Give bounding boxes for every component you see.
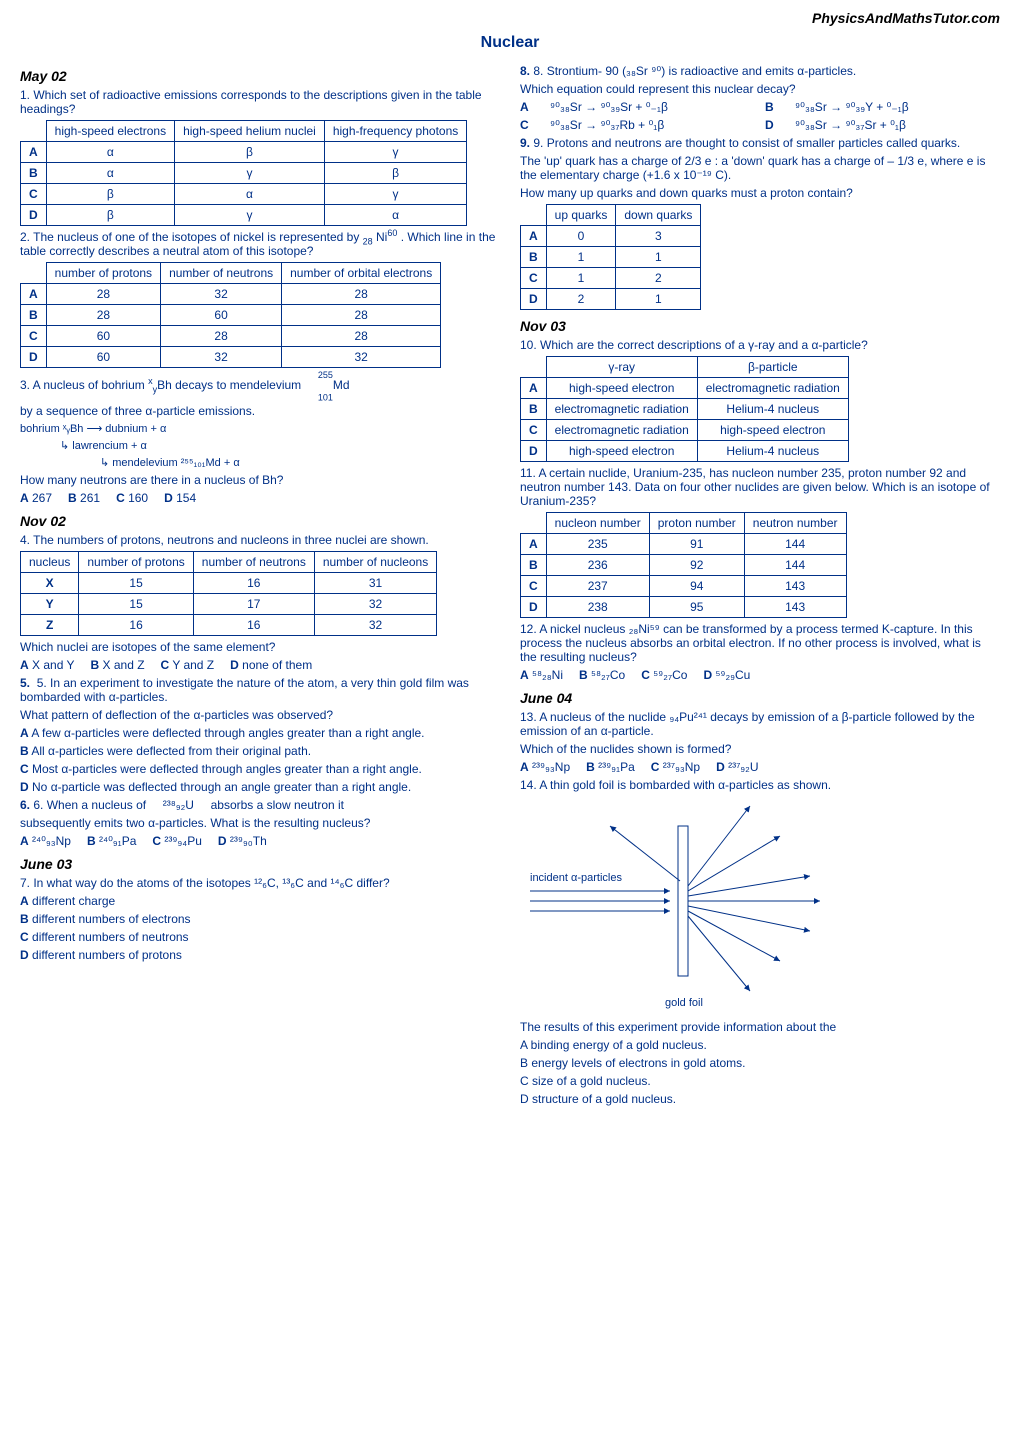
section-nov02: Nov 02 <box>20 513 500 529</box>
q8-B: ⁹⁰₃₈Sr → ⁹⁰₃₉Y + ⁰₋₁β <box>795 100 1000 114</box>
q13-prompt: Which of the nuclides shown is formed? <box>520 742 1000 756</box>
q8-D: ⁹⁰₃₈Sr → ⁹⁰₃₇Sr + ⁰₁β <box>795 118 1000 132</box>
section-may02: May 02 <box>20 68 500 84</box>
q12-opts: A ⁵⁸₂₈NiB ⁵⁸₂₇CoC ⁵⁹₂₇CoD ⁵⁹₂₉Cu <box>520 668 1000 682</box>
q10-table: γ-rayβ-particleAhigh-speed electronelect… <box>520 356 849 462</box>
q5-A: A A few α-particles were deflected throu… <box>20 726 500 740</box>
q1-table: high-speed electronshigh-speed helium nu… <box>20 120 467 226</box>
q4-prompt: Which nuclei are isotopes of the same el… <box>20 640 500 654</box>
q7-B: B different numbers of electrons <box>20 912 500 926</box>
q9-prompt: How many up quarks and down quarks must … <box>520 186 1000 200</box>
q8-C: ⁹⁰₃₈Sr → ⁹⁰₃₇Rb + ⁰₁β <box>550 118 755 132</box>
section-jun04: June 04 <box>520 690 1000 706</box>
q9-text2: The 'up' quark has a charge of 2/3 e : a… <box>520 154 1000 182</box>
q11-table: nucleon numberproton numberneutron numbe… <box>520 512 847 618</box>
q8-opts: A⁹⁰₃₈Sr → ⁹⁰₃₉Sr + ⁰₋₁β B⁹⁰₃₈Sr → ⁹⁰₃₉Y … <box>520 100 1000 132</box>
page-title: Nuclear <box>20 34 1000 52</box>
page-header: PhysicsAndMathsTutor.com <box>20 10 1000 26</box>
q14-B: B energy levels of electrons in gold ato… <box>520 1056 1000 1070</box>
q9-table: up quarksdown quarksA03B11C12D21 <box>520 204 701 310</box>
q3-line3: ↳ mendelevium ²⁵⁵₁₀₁Md + α <box>100 456 500 469</box>
q8-text: 8. 8. Strontium- 90 (₃₈Sr ⁹⁰) is radioac… <box>520 64 1000 78</box>
q11-text: 11. A certain nuclide, Uranium-235, has … <box>520 466 1000 508</box>
q5-B: B All α-particles were deflected from th… <box>20 744 500 758</box>
q5-prompt: What pattern of deflection of the α-part… <box>20 708 500 722</box>
q14-prompt: The results of this experiment provide i… <box>520 1020 1000 1034</box>
right-column: 8. 8. Strontium- 90 (₃₈Sr ⁹⁰) is radioac… <box>520 60 1000 1110</box>
q6-opts: A ²⁴⁰₉₃NpB ²⁴⁰₉₁PaC ²³⁹₉₄PuD ²³⁹₉₀Th <box>20 834 500 848</box>
q14-D: D structure of a gold nucleus. <box>520 1092 1000 1106</box>
q6-text: 6. 6. When a nucleus of ²³⁸₉₂U absorbs a… <box>20 798 500 812</box>
q5-text: 5. 5. In an experiment to investigate th… <box>20 676 500 704</box>
q4-text: 4. The numbers of protons, neutrons and … <box>20 533 500 547</box>
q3-text-b: by a sequence of three α-particle emissi… <box>20 404 500 418</box>
q2-text: 2. The nucleus of one of the isotopes of… <box>20 230 500 258</box>
q5-C: C Most α-particles were deflected throug… <box>20 762 500 776</box>
q2-table: number of protonsnumber of neutronsnumbe… <box>20 262 441 368</box>
q14-C: C size of a gold nucleus. <box>520 1074 1000 1088</box>
section-jun03: June 03 <box>20 856 500 872</box>
q14-A: A binding energy of a gold nucleus. <box>520 1038 1000 1052</box>
scatter-diagram: incident α-particles gold foil <box>520 796 840 1016</box>
incident-label: incident α-particles <box>530 872 622 884</box>
q7-C: C different numbers of neutrons <box>20 930 500 944</box>
q14-text: 14. A thin gold foil is bombarded with α… <box>520 778 1000 792</box>
q4-table: nucleusnumber of protonsnumber of neutro… <box>20 551 437 636</box>
q3-line1: bohrium ˣᵧBh ⟶ dubnium + α <box>20 422 500 435</box>
q6-text-c: subsequently emits two α-particles. What… <box>20 816 500 830</box>
q10-text: 10. Which are the correct descriptions o… <box>520 338 1000 352</box>
q8-prompt: Which equation could represent this nucl… <box>520 82 1000 96</box>
q7-text: 7. In what way do the atoms of the isoto… <box>20 876 500 890</box>
q3-text: 3. A nucleus of bohrium xyBh decays to m… <box>20 372 500 400</box>
q1-text: 1. Which set of radioactive emissions co… <box>20 88 500 116</box>
q8-A: ⁹⁰₃₈Sr → ⁹⁰₃₉Sr + ⁰₋₁β <box>550 100 755 114</box>
q7-A: A different charge <box>20 894 500 908</box>
q9-text: 9. 9. Protons and neutrons are thought t… <box>520 136 1000 150</box>
q4-opts: A X and YB X and ZC Y and ZD none of the… <box>20 658 500 672</box>
q7-D: D different numbers of protons <box>20 948 500 962</box>
q3-opts: A 267B 261C 160D 154 <box>20 491 500 505</box>
q3-prompt: How many neutrons are there in a nucleus… <box>20 473 500 487</box>
q12-text: 12. A nickel nucleus ₂₈Ni⁵⁹ can be trans… <box>520 622 1000 664</box>
foil-label: gold foil <box>665 997 703 1009</box>
left-column: May 02 1. Which set of radioactive emiss… <box>20 60 500 1110</box>
q5-D: D No α-particle was deflected through an… <box>20 780 500 794</box>
q3-line2: ↳ lawrencium + α <box>60 439 500 452</box>
q13-opts: A ²³⁹₉₃NpB ²³⁹₉₁PaC ²³⁷₉₃NpD ²³⁷₉₂U <box>520 760 1000 774</box>
section-nov03: Nov 03 <box>520 318 1000 334</box>
q13-text: 13. A nucleus of the nuclide ₉₄Pu²⁴¹ dec… <box>520 710 1000 738</box>
